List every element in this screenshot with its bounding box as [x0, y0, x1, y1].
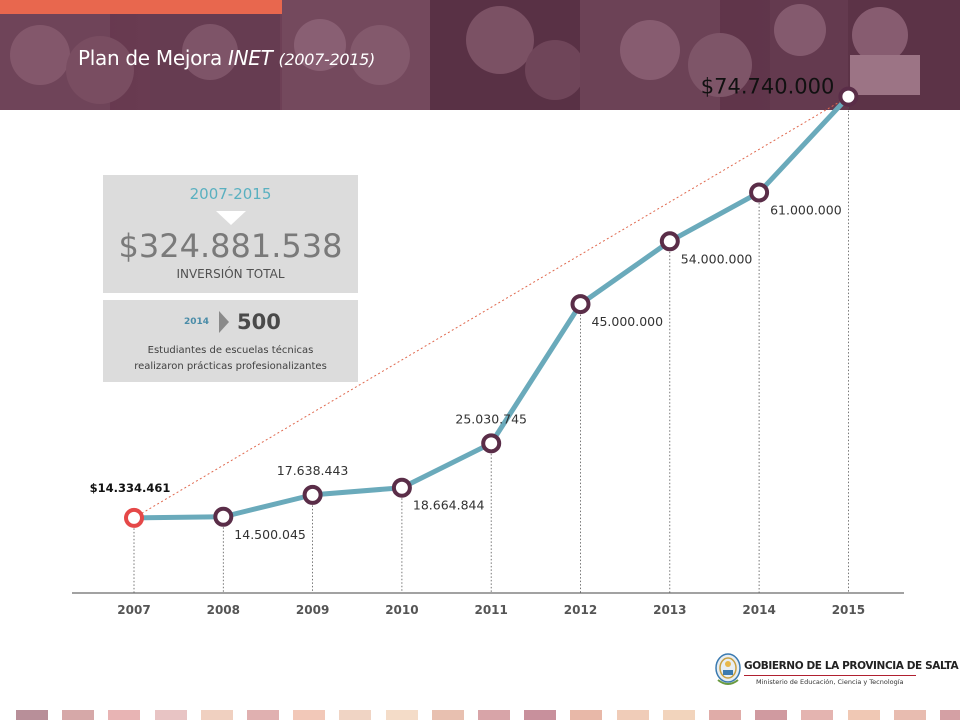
footer-stripe-block [62, 710, 95, 720]
footer-stripe-block [247, 710, 279, 720]
data-label-2011: 25.030.745 [455, 411, 527, 426]
data-labels: $14.334.461 14.500.045 17.638.443 18.664.84… [90, 75, 842, 542]
footer-stripe-block [385, 710, 418, 720]
logo-rule [744, 675, 916, 676]
footer-stripe-block [154, 710, 187, 720]
total-investment-label: INVERSIÓN TOTAL [176, 267, 285, 281]
footer-stripe-block [200, 710, 233, 720]
x-tick-2009: 2009 [296, 603, 329, 617]
header-banner: Plan de Mejora INET (2007-2015) [0, 0, 960, 110]
data-label-2007: $14.334.461 [90, 481, 171, 495]
data-label-2012: 45.000.000 [592, 314, 664, 329]
footer-stripe-block [339, 710, 372, 720]
data-label-2010: 18.664.844 [413, 498, 485, 513]
data-label-2015: $74.740.000 [701, 75, 835, 99]
data-label-2009: 17.638.443 [277, 463, 349, 478]
investment-summary-card: 2007-2015 $324.881.538 INVERSIÓN TOTAL [103, 175, 358, 293]
banner-accent-bar [0, 0, 282, 14]
students-count: 500 [237, 310, 281, 334]
students-desc-line2: realizaron prácticas profesionalizantes [134, 361, 327, 372]
title-emphasis: INET [227, 46, 273, 70]
x-tick-2012: 2012 [564, 603, 597, 617]
x-tick-2013: 2013 [653, 603, 686, 617]
data-label-2014: 61.000.000 [770, 202, 842, 217]
footer-stripe-block [847, 710, 880, 720]
footer-stripe-block [478, 710, 510, 720]
total-investment-amount: $324.881.538 [118, 227, 343, 265]
footer-stripe-block [293, 710, 326, 720]
footer-stripe-block [940, 710, 960, 720]
province-seal-icon [715, 653, 741, 685]
footer-stripe-block [524, 710, 557, 720]
data-point-2008 [213, 506, 234, 527]
data-point-2009 [302, 484, 323, 505]
footer-stripe-block [16, 710, 48, 720]
data-point-2011 [481, 433, 502, 454]
footer-stripe-block [893, 710, 926, 720]
x-tick-2014: 2014 [742, 603, 775, 617]
footer-stripe [0, 710, 960, 720]
footer-stripe-block [801, 710, 834, 720]
students-description: Estudiantes de escuelas técnicas realiza… [103, 343, 358, 375]
x-tick-2010: 2010 [385, 603, 418, 617]
footer-stripe-block [709, 710, 741, 720]
summary-period: 2007-2015 [189, 185, 272, 203]
x-tick-labels: 2007 2008 2009 2010 2011 2012 2013 2014 2015 [117, 603, 865, 617]
students-year: 2014 [184, 317, 210, 327]
x-tick-2015: 2015 [832, 603, 865, 617]
title-period: (2007-2015) [278, 50, 376, 69]
data-point-2007 [124, 507, 144, 528]
trend-line [133, 96, 849, 519]
x-tick-2008: 2008 [207, 603, 240, 617]
ministry-name: Ministerio de Educación, Ciencia y Tecno… [756, 678, 904, 686]
photo-collage [0, 0, 960, 110]
data-label-2008: 14.500.045 [234, 527, 306, 542]
footer-stripe-block [570, 710, 603, 720]
students-desc-line1: Estudiantes de escuelas técnicas [147, 345, 314, 356]
right-triangle-icon [219, 311, 229, 333]
data-point-2012 [570, 294, 591, 315]
footer-stripe-block [662, 710, 695, 720]
drop-lines [133, 96, 849, 593]
down-triangle-icon [216, 211, 246, 225]
title-text: Plan de Mejora [78, 46, 222, 70]
government-name: GOBIERNO DE LA PROVINCIA DE SALTA [744, 660, 959, 672]
data-label-2013: 54.000.000 [681, 251, 753, 266]
data-point-2015 [838, 86, 859, 107]
footer-stripe-block [108, 710, 141, 720]
government-logo: GOBIERNO DE LA PROVINCIA DE SALTA Minist… [714, 652, 959, 694]
data-markers [124, 86, 859, 528]
students-card: 2014 500 Estudiantes de escuelas técnica… [103, 300, 358, 382]
data-point-2014 [749, 182, 770, 203]
x-tick-2011: 2011 [474, 603, 507, 617]
footer-stripe-block [431, 710, 464, 720]
page-title: Plan de Mejora INET (2007-2015) [78, 46, 375, 70]
footer-stripe-block [755, 710, 788, 720]
x-tick-2007: 2007 [117, 603, 150, 617]
data-point-2010 [391, 477, 412, 498]
data-point-2013 [659, 231, 680, 252]
footer-stripe-block [616, 710, 649, 720]
